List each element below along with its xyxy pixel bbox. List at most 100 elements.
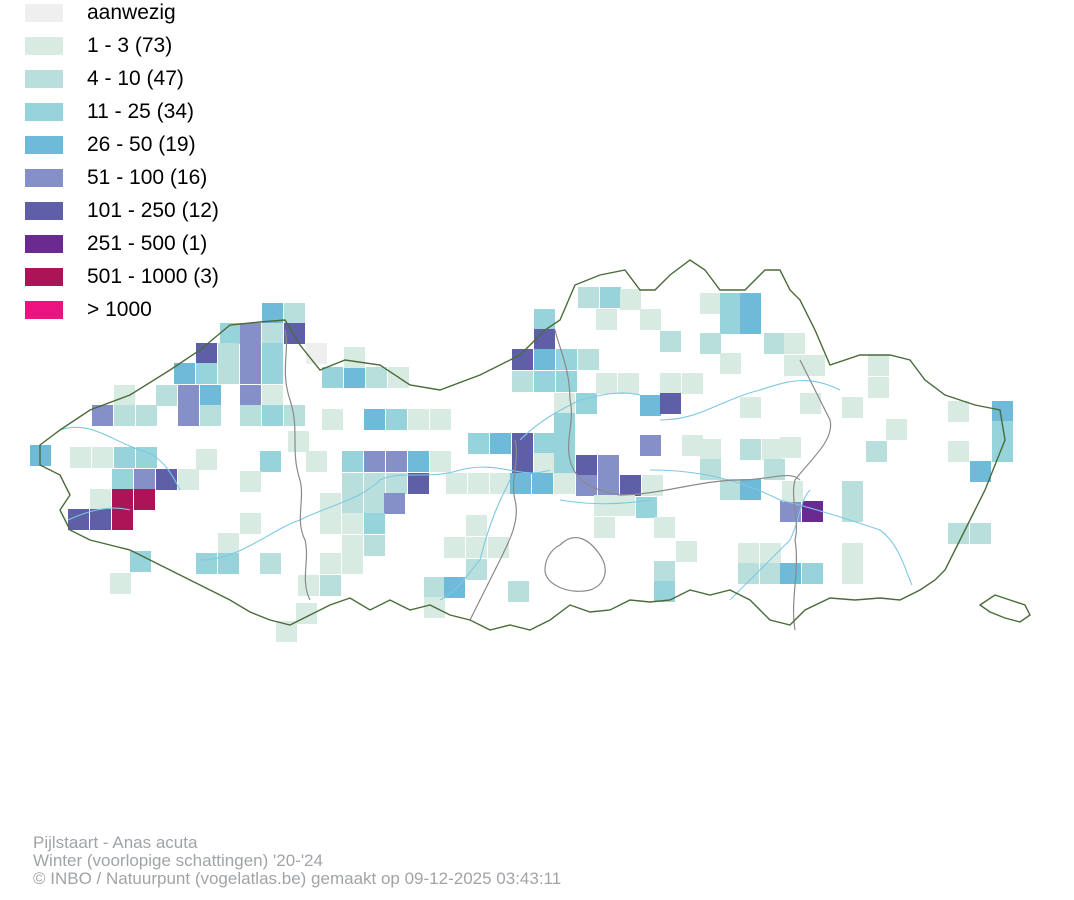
- grid-cell: [262, 343, 283, 364]
- grid-cell: [970, 461, 991, 482]
- grid-cell: [320, 513, 341, 534]
- grid-cell: [342, 473, 363, 494]
- grid-cell: [260, 451, 281, 472]
- grid-cell: [740, 479, 761, 500]
- grid-cell: [424, 577, 445, 598]
- grid-cell: [220, 323, 241, 344]
- grid-cell: [114, 405, 135, 426]
- legend-item: 4 - 10 (47): [25, 68, 184, 90]
- grid-cell: [408, 409, 429, 430]
- grid-cell: [780, 563, 801, 584]
- grid-cell: [596, 373, 617, 394]
- grid-cell: [320, 553, 341, 574]
- grid-cell: [660, 331, 681, 352]
- grid-cell: [90, 509, 111, 530]
- grid-cell: [114, 385, 135, 406]
- grid-cell: [322, 409, 343, 430]
- rivers: [59, 380, 913, 601]
- grid-cell: [534, 433, 555, 454]
- grid-cell: [760, 543, 781, 564]
- grid-cell: [90, 489, 111, 510]
- grid-cell: [366, 367, 387, 388]
- legend-item: 501 - 1000 (3): [25, 266, 219, 288]
- legend-swatch: [25, 301, 63, 319]
- grid-cell: [196, 553, 217, 574]
- legend-swatch: [25, 235, 63, 253]
- legend-item: aanwezig: [25, 2, 176, 24]
- grid-cell: [110, 573, 131, 594]
- legend-label: 4 - 10 (47): [87, 67, 184, 90]
- grid-cell: [654, 561, 675, 582]
- grid-cell: [576, 455, 597, 476]
- grid-cell: [364, 451, 385, 472]
- grid-cell: [218, 533, 239, 554]
- grid-cell: [948, 441, 969, 462]
- grid-cell: [534, 309, 555, 330]
- grid-cell: [364, 409, 385, 430]
- grid-cell: [240, 471, 261, 492]
- grid-cell: [466, 559, 487, 580]
- grid-cell: [554, 433, 575, 454]
- grid-cell: [408, 451, 429, 472]
- grid-cell: [740, 313, 761, 334]
- grid-cell: [306, 451, 327, 472]
- grid-cell: [738, 563, 759, 584]
- grid-cell: [262, 405, 283, 426]
- grid-cell: [784, 333, 805, 354]
- grid-cell: [784, 355, 805, 376]
- grid-cell: [178, 385, 199, 406]
- legend-item: 1 - 3 (73): [25, 35, 172, 57]
- grid-cell: [760, 563, 781, 584]
- grid-cell: [196, 363, 217, 384]
- grid-cell: [114, 447, 135, 468]
- grid-cell: [700, 293, 721, 314]
- grid-cell: [284, 303, 305, 324]
- grid-cell: [386, 409, 407, 430]
- grid-cell: [68, 509, 89, 530]
- legend-label: 11 - 25 (34): [87, 100, 194, 123]
- grid-cell: [260, 553, 281, 574]
- grid-cell: [386, 473, 407, 494]
- grid-cell: [92, 447, 113, 468]
- legend-label: 251 - 500 (1): [87, 232, 208, 255]
- grid-cell: [868, 355, 889, 376]
- legend-label: aanwezig: [87, 1, 176, 24]
- grid-cell: [660, 393, 681, 414]
- grid-cell: [720, 353, 741, 374]
- grid-cell: [532, 473, 553, 494]
- grid-cell: [468, 433, 489, 454]
- grid-cell: [948, 523, 969, 544]
- grid-cell: [342, 493, 363, 514]
- grid-cell: [534, 329, 555, 350]
- grid-cell: [466, 515, 487, 536]
- grid-cell: [578, 349, 599, 370]
- species-title: Pijlstaart - Anas acuta: [33, 833, 198, 852]
- legend-label: > 1000: [87, 298, 152, 321]
- grid-cell: [342, 553, 363, 574]
- grid-cell: [992, 401, 1013, 422]
- grid-cell: [218, 363, 239, 384]
- grid-cell: [512, 453, 533, 474]
- grid-cell: [842, 481, 863, 502]
- grid-cell: [490, 433, 511, 454]
- grid-cell: [408, 473, 429, 494]
- grid-cell: [554, 453, 575, 474]
- grid-cell: [306, 343, 327, 364]
- grid-cell: [534, 371, 555, 392]
- grid-cell: [576, 393, 597, 414]
- grid-cell: [620, 475, 641, 496]
- grid-cell: [842, 543, 863, 564]
- grid-cell: [886, 419, 907, 440]
- grid-cell: [320, 493, 341, 514]
- grid-cell: [764, 459, 785, 480]
- grid-cell: [512, 433, 533, 454]
- grid-cell: [342, 451, 363, 472]
- grid-cell: [780, 437, 801, 458]
- grid-cell: [720, 479, 741, 500]
- legend-swatch: [25, 268, 63, 286]
- copyright-notice: © INBO / Natuurpunt (vogelatlas.be) gema…: [33, 869, 562, 888]
- grid-cell: [112, 509, 133, 530]
- legend-label: 501 - 1000 (3): [87, 265, 219, 288]
- grid-cell: [992, 421, 1013, 442]
- grid-cell: [676, 541, 697, 562]
